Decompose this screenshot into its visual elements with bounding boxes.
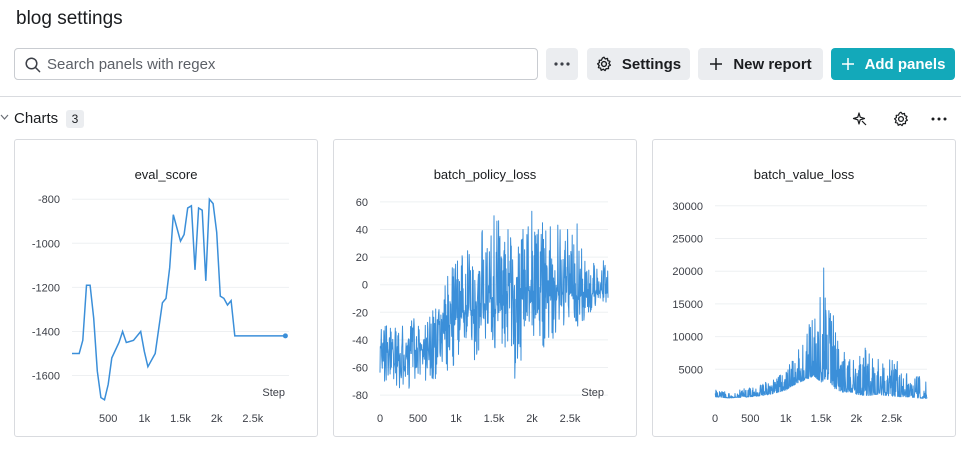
chart-title: batch_policy_loss [434,167,537,182]
y-tick-label: 20 [356,252,368,264]
y-tick-label: -60 [352,363,368,375]
x-tick-label: 1.5k [484,413,505,425]
plus-icon [841,58,854,70]
y-tick-label: 60 [356,197,368,209]
eval-score-chart: eval_score -1600 -1400 -1200 -1000 -800 500 1k 1… [32,167,289,425]
y-tick-label: -40 [352,335,368,347]
toolbar: Settings New report Add panels [0,47,961,81]
batch-policy-loss-chart: batch_policy_loss -80 -60 -40 -20 0 20 40 60 0 500… [352,167,609,425]
y-tick-label: -20 [352,307,368,319]
ellipsis-glyph [931,117,947,121]
chart-title: batch_value_loss [754,167,855,182]
add-panels-label: Add panels [864,55,946,73]
batch-value-loss-chart: batch_value_loss500010000150002000025000… [672,167,928,425]
y-tick-label: 0 [362,280,368,292]
x-tick-label: 1k [139,413,151,425]
gear-icon [596,56,611,72]
y-tick-label: 5000 [679,364,703,376]
x-tick-label: 1k [450,413,462,425]
section-header-charts[interactable]: Charts 3 [0,108,961,130]
x-tick-label: 0 [377,413,383,425]
x-tick-label: 1.5k [811,413,832,425]
add-panels-button[interactable]: Add panels [831,48,955,80]
settings-button[interactable]: Settings [587,48,690,80]
ellipsis-icon [554,62,570,66]
y-tick-label: 40 [356,225,368,237]
series-line [379,210,609,389]
x-tick-label: 1.5k [170,413,191,425]
y-tick-label: 25000 [672,234,703,246]
settings-label: Settings [621,55,682,73]
y-tick-label: -800 [38,194,60,206]
x-tick-label: 0 [712,413,718,425]
series-line [714,267,928,399]
x-tick-label: 2k [211,413,223,425]
x-tick-label: 2k [526,413,538,425]
chevron-down-icon[interactable] [0,113,9,121]
search-box[interactable] [14,48,538,80]
x-tick-label: 500 [99,413,117,425]
y-tick-label: -1400 [32,326,60,338]
y-tick-label: -80 [352,390,368,402]
x-tick-label: 2k [851,413,863,425]
last-point-marker [282,333,288,339]
search-input[interactable] [47,49,527,79]
x-tick-label: 500 [741,413,759,425]
y-tick-label: 15000 [672,299,703,311]
search-icon [25,57,41,73]
chart-panel-eval-score[interactable]: eval_score -1600 -1400 -1200 -1000 -800 500 1k 1… [14,139,318,437]
x-tick-label: 1k [780,413,792,425]
new-report-label: New report [733,55,812,73]
section-title: Charts [14,110,59,127]
chart-title: eval_score [135,167,198,182]
x-tick-label: 500 [409,413,427,425]
gear-glyph [894,111,908,127]
page-title: blog settings [16,8,123,29]
x-tick-label: 2.5k [560,413,581,425]
x-axis-label: Step [581,387,604,399]
sparkle-glyph [852,112,867,126]
new-report-button[interactable]: New report [698,48,823,80]
x-tick-label: 2.5k [242,413,263,425]
y-tick-label: 20000 [672,266,703,278]
y-tick-label: -1600 [32,371,60,383]
x-axis-label: Step [262,387,285,399]
gear-icon[interactable] [891,109,911,129]
panel-count-badge: 3 [66,110,84,128]
ellipsis-icon[interactable] [929,109,949,129]
chart-panel-batch-policy-loss[interactable]: batch_policy_loss -80 -60 -40 -20 0 20 40 60 0 500… [333,139,637,437]
y-tick-label: 10000 [672,332,703,344]
more-options-button[interactable] [546,48,578,80]
divider [0,96,961,97]
y-tick-label: 30000 [672,201,703,213]
sparkle-icon[interactable] [850,109,870,129]
chart-panel-batch-value-loss[interactable]: batch_value_loss 5000 10000 15000 20000 25000… [652,139,956,437]
x-tick-label: 2.5k [881,413,902,425]
series-line [72,197,286,401]
plus-icon [710,58,723,70]
y-tick-label: -1000 [32,238,60,250]
y-tick-label: -1200 [32,282,60,294]
